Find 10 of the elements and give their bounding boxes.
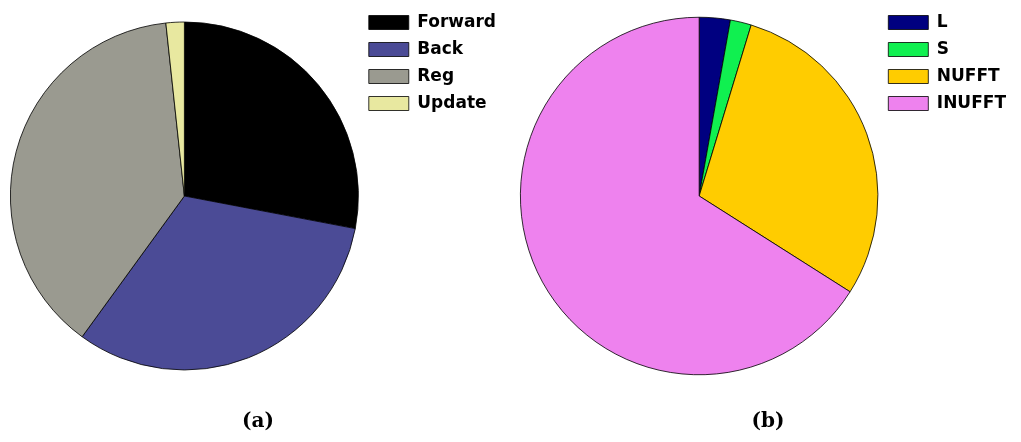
legend-label: Update bbox=[417, 91, 487, 112]
legend-label: NUFFT bbox=[936, 64, 1001, 85]
legend-label: L bbox=[936, 10, 948, 31]
legend-label: S bbox=[936, 37, 950, 58]
text: (a) bbox=[242, 408, 274, 433]
legend-label: INUFFT bbox=[936, 91, 1007, 112]
legend-label: Forward bbox=[417, 10, 496, 31]
legend-label: Back bbox=[417, 37, 464, 58]
text: (b) bbox=[751, 408, 785, 433]
legend-label: Reg bbox=[417, 64, 455, 85]
